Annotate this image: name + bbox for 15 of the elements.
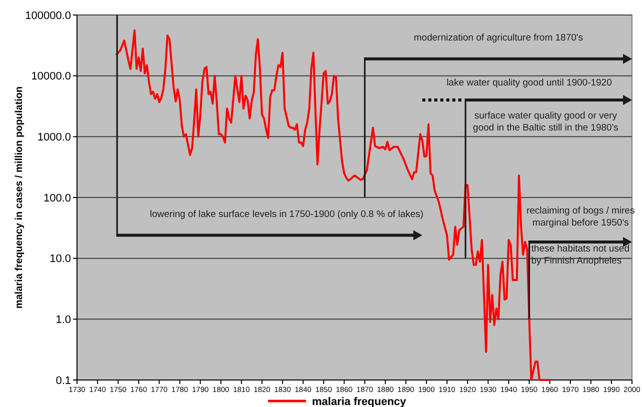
y-tick-label: 10000.0 — [31, 70, 71, 83]
y-tick-label: 10.0 — [50, 253, 71, 266]
y-tick-label: 1000.0 — [37, 132, 71, 144]
y-tick-label: 100.0 — [43, 192, 71, 204]
y-tick-label: 0.1 — [56, 374, 71, 387]
annotation: these habitats not used by Finnish Anopheles — [531, 243, 630, 266]
y-axis-title: malaria frequency in cases / million population — [14, 86, 25, 309]
y-tick-label: 1.0 — [56, 314, 71, 326]
annotation: reclaiming of bogs / mires marginal before 1950's — [526, 205, 635, 228]
annotation: lowering of lake surface levels in 1750-1900 (only 0.8 % of lakes) — [150, 208, 424, 220]
annotation: lake water quality good until 1900-1920 — [446, 77, 612, 88]
legend-label: malaria frequency — [312, 396, 408, 407]
annotation: modernization of agriculture from 1870's — [414, 32, 584, 44]
y-tick-label: 100000.0 — [25, 10, 71, 22]
annotation: surface water quality good or very good in the Baltic still in the 1980's — [472, 110, 619, 134]
